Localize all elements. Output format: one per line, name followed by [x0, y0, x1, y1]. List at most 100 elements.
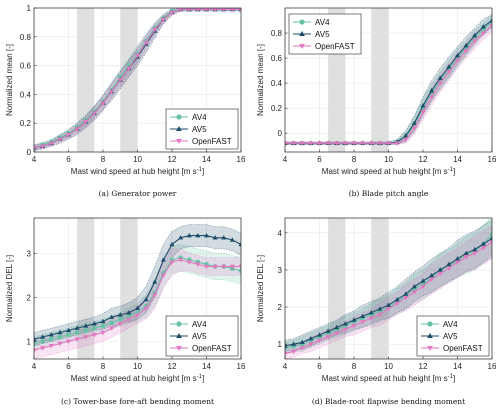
series-point-openfast: [463, 48, 469, 54]
series-point-av5: [360, 313, 366, 319]
series-point-openfast: [308, 342, 314, 347]
x-axis-label-end: ]: [202, 167, 204, 176]
x-tick-label: 12: [419, 155, 428, 164]
series-point-openfast: [360, 141, 366, 146]
x-tick-label: 8: [101, 362, 106, 371]
y-tick-label: 0.4: [271, 79, 283, 88]
series-point-av5: [420, 103, 426, 108]
x-tick-label: 4: [283, 155, 288, 164]
x-axis-label-main: Mast wind speed at hub height [m s: [71, 167, 197, 176]
x-tick-label: 8: [352, 155, 357, 164]
series-point-av4: [100, 323, 106, 329]
series-point-openfast: [160, 17, 166, 23]
series-band-openfast: [34, 8, 241, 151]
series-point-av5: [126, 310, 132, 315]
series-point-av4: [117, 317, 123, 322]
series-point-av5: [489, 235, 492, 241]
series-point-openfast: [325, 335, 331, 340]
x-axis-label-main: Mast wind speed at hub height [m s: [322, 374, 448, 383]
series-point-openfast: [342, 327, 348, 332]
series-point-openfast: [40, 346, 46, 351]
legend-label-av4: AV4: [192, 320, 207, 329]
series-point-av5: [291, 341, 297, 346]
series-point-openfast: [229, 264, 235, 270]
series-point-openfast: [403, 296, 409, 301]
series-point-openfast: [195, 8, 201, 13]
x-axis-label: Mast wind speed at hub height [m s-1]: [322, 374, 455, 383]
series-point-openfast: [212, 264, 218, 270]
x-tick-label: 8: [352, 362, 357, 371]
x-axis-label-main: Mast wind speed at hub height [m s: [71, 374, 197, 383]
series-point-av4: [57, 334, 63, 340]
legend-marker-av4: [427, 321, 433, 327]
series-point-openfast: [91, 111, 97, 116]
series-point-openfast: [437, 81, 443, 86]
x-tick-label: 10: [384, 362, 393, 371]
x-tick-label: 16: [237, 362, 246, 371]
series-point-openfast: [489, 23, 492, 29]
legend: AV4 AV5 OpenFAST: [288, 13, 362, 55]
legend-marker-av5: [299, 31, 305, 36]
series-point-openfast: [334, 331, 340, 336]
series-point-av4: [489, 232, 492, 237]
legend-marker-av5: [176, 126, 182, 131]
series-point-av5: [420, 278, 426, 283]
series-point-av4: [40, 339, 45, 344]
y-tick-label: 1: [278, 340, 283, 349]
series-point-openfast: [377, 141, 383, 146]
series-point-openfast: [285, 141, 288, 146]
series-point-av5: [411, 283, 417, 289]
series-point-av5: [342, 321, 348, 326]
series-point-openfast: [83, 335, 89, 340]
series-point-openfast: [74, 337, 80, 342]
series-point-openfast: [126, 66, 132, 72]
y-tick-label: 0.2: [271, 104, 283, 113]
series-point-av5: [429, 272, 435, 278]
shaded-region-1: [328, 218, 346, 359]
series-point-openfast: [143, 40, 149, 46]
series-point-av5: [403, 133, 409, 138]
series-point-openfast: [57, 341, 63, 347]
series-point-openfast: [169, 10, 175, 15]
legend-label-av5: AV5: [192, 332, 207, 341]
x-tick-label: 14: [453, 155, 462, 164]
series-point-openfast: [411, 126, 417, 131]
series-point-openfast: [480, 245, 486, 251]
series-point-openfast: [204, 8, 209, 13]
series-point-av5: [437, 75, 443, 80]
series-point-openfast: [221, 264, 227, 270]
series-point-av5: [221, 235, 227, 240]
series-point-av5: [83, 323, 89, 328]
series-point-openfast: [472, 251, 478, 256]
series-point-av5: [429, 87, 435, 93]
legend-label-openfast: OpenFAST: [192, 137, 232, 146]
series-point-openfast: [403, 137, 409, 143]
series-point-openfast: [91, 333, 97, 338]
series-point-openfast: [126, 317, 132, 322]
series-point-av4: [48, 336, 54, 342]
chart-caption: (d) Blade-root flapwise bending moment: [312, 397, 465, 406]
series-point-av5: [403, 291, 409, 296]
legend-label-av4: AV4: [315, 18, 330, 27]
series-point-openfast: [291, 141, 297, 146]
series-point-openfast: [385, 307, 392, 312]
series-point-openfast: [385, 141, 392, 146]
x-tick-label: 6: [66, 155, 71, 164]
y-tick-label: 0.4: [20, 90, 32, 99]
series-point-av4: [34, 341, 37, 346]
y-tick-label: 0.6: [271, 54, 283, 63]
y-tick-label: 2: [278, 303, 283, 312]
series-point-av4: [238, 268, 241, 274]
series-point-av5: [454, 256, 461, 261]
legend-label-openfast: OpenFAST: [315, 42, 355, 51]
series-point-av5: [316, 332, 323, 337]
y-tick-label: 1: [27, 337, 32, 346]
x-tick-label: 4: [283, 362, 288, 371]
series-point-openfast: [160, 273, 166, 278]
series-point-openfast: [238, 8, 241, 13]
series-point-openfast: [316, 141, 323, 146]
series-point-openfast: [65, 132, 72, 138]
series-point-openfast: [83, 120, 89, 125]
series-point-openfast: [411, 290, 417, 295]
